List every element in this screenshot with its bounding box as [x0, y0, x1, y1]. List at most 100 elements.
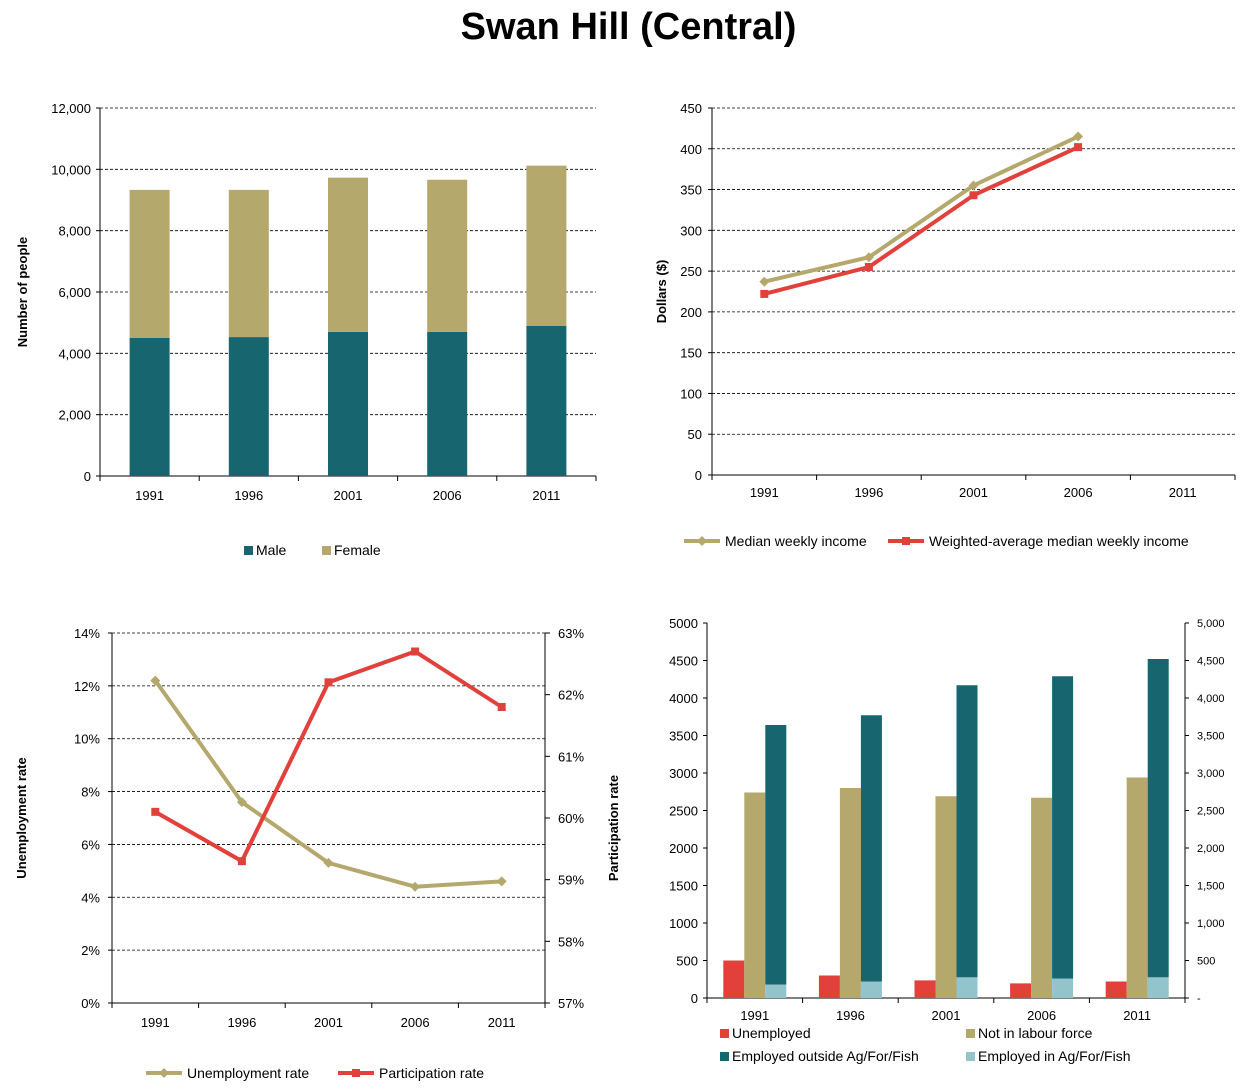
rates-ytick-label: 8% — [81, 785, 100, 800]
labour-bar-employed-in-ag — [765, 984, 787, 998]
labour-bar-employed-outside-ag — [765, 725, 787, 985]
income-xtick-label: 1991 — [750, 485, 779, 500]
population-legend-male-label: Male — [256, 542, 287, 558]
rates-series-participation-rate-point — [411, 647, 420, 656]
labour-y2tick-label: 4,500 — [1197, 656, 1225, 668]
labour-y2tick-label: 3,500 — [1197, 731, 1225, 743]
rates-y2tick-label: 63% — [558, 626, 584, 641]
population-bar-female — [228, 189, 269, 338]
rates-series-participation-rate-point — [237, 857, 246, 866]
rates-series-unemployment-rate-point — [496, 876, 507, 887]
rates-series-participation-rate-point — [497, 703, 506, 711]
population-xtick-label: 1991 — [135, 488, 164, 503]
labour-xtick-label: 2001 — [932, 1008, 961, 1023]
population-ytick-label: 10,000 — [51, 162, 91, 177]
labour-y2tick-label: 2,000 — [1197, 843, 1225, 855]
income-legend-weighted-marker — [902, 537, 910, 545]
rates-series-unemployment-rate-point — [323, 857, 334, 868]
income-ytick-label: 0 — [695, 468, 702, 483]
labour-ytick-label: 4000 — [669, 691, 698, 706]
labour-legend-unemployed-swatch — [720, 1029, 729, 1038]
labour-y2tick-label: 3,000 — [1197, 768, 1225, 780]
labour-bar-not-in-labour-force — [1126, 777, 1148, 998]
labour-ytick-label: 3000 — [669, 766, 698, 781]
population-bar-male — [228, 337, 269, 476]
population-bar-male — [526, 325, 567, 476]
population-bar-male — [328, 331, 368, 476]
rates-series-participation-rate-point — [151, 807, 160, 816]
population-xtick-label: 2006 — [433, 488, 462, 503]
income-ytick-label: 300 — [680, 223, 702, 238]
population-bar-female — [129, 189, 170, 338]
labour-ytick-label: 500 — [676, 954, 698, 969]
labour-ytick-label: 2500 — [669, 804, 698, 819]
page-title: Swan Hill (Central) — [460, 6, 797, 48]
rates-legend-unemployment-marker — [159, 1068, 169, 1078]
income-series-weighted-average-median-weekly-income-point — [864, 263, 873, 272]
population-y-axis-title: Number of people — [15, 237, 30, 348]
income-ytick-label: 250 — [680, 264, 702, 279]
labour-legend-unemployed-label: Unemployed — [732, 1025, 811, 1041]
rates-ytick-label: 0% — [81, 996, 100, 1011]
rates-ytick-label: 4% — [81, 890, 100, 905]
labour-ytick-label: 5000 — [669, 616, 698, 631]
labour-bar-employed-outside-ag — [860, 715, 882, 982]
income-legend-median-marker — [697, 536, 707, 546]
rates-xtick-label: 2001 — [314, 1015, 343, 1030]
population-ytick-label: 12,000 — [51, 101, 91, 116]
income-series-weighted-average-median-weekly-income-point — [1074, 143, 1083, 152]
rates-xtick-label: 2006 — [401, 1015, 430, 1030]
labour-bar-unemployed — [723, 960, 745, 998]
rates-legend-participation-marker — [352, 1069, 360, 1077]
labour-bar-not-in-labour-force — [744, 792, 766, 998]
labour-y2tick-label: 1,500 — [1197, 881, 1225, 893]
population-xtick-label: 2011 — [532, 488, 560, 503]
labour-legend-not-in-labour-force-swatch — [966, 1029, 975, 1038]
rates-ytick-label: 2% — [81, 943, 100, 958]
rates-ytick-label: 14% — [74, 626, 100, 641]
labour-legend-employed-in-swatch — [966, 1052, 975, 1061]
labour-bar-employed-in-ag — [1052, 978, 1074, 998]
rates-series-unemployment-rate-point — [150, 675, 161, 686]
labour-xtick-label: 2006 — [1027, 1008, 1056, 1023]
labour-bar-unemployed — [818, 975, 840, 998]
income-ytick-label: 100 — [680, 386, 702, 401]
income-series-median-weekly-income-point — [968, 180, 979, 191]
income-xtick-label: 2006 — [1064, 485, 1093, 500]
income-ytick-label: 150 — [680, 346, 702, 361]
labour-bar-employed-outside-ag — [956, 685, 978, 978]
labour-y2tick-label: 500 — [1197, 956, 1215, 968]
labour-y2tick-label: 2,500 — [1197, 806, 1225, 818]
labour-y2tick-label: - — [1197, 993, 1201, 1005]
labour-xtick-label: 1991 — [740, 1008, 769, 1023]
labour-legend-employed-outside-label: Employed outside Ag/For/Fish — [732, 1048, 919, 1064]
population-ytick-label: 8,000 — [58, 224, 91, 239]
labour-xtick-label: 1996 — [836, 1008, 865, 1023]
rates-y2tick-label: 59% — [558, 873, 584, 888]
income-xtick-label: 2011 — [1169, 485, 1197, 500]
income-series-weighted-average-median-weekly-income-point — [969, 191, 978, 200]
labour-y2tick-label: 1,000 — [1197, 918, 1225, 930]
labour-ytick-label: 2000 — [669, 841, 698, 856]
rates-y2tick-label: 61% — [558, 749, 584, 764]
income-ytick-label: 350 — [680, 183, 702, 198]
rates-series-unemployment-rate-line — [153, 679, 502, 889]
population-bar-female — [526, 165, 567, 326]
income-legend-weighted-label: Weighted-average median weekly income — [929, 533, 1189, 549]
rates-xtick-label: 2011 — [488, 1015, 516, 1030]
labour-bar-not-in-labour-force — [1031, 797, 1053, 998]
rates-series-unemployment-rate-point — [410, 881, 421, 892]
labour-legend-not-in-labour-force-label: Not in labour force — [978, 1025, 1093, 1041]
rates-legend-unemployment-label: Unemployment rate — [187, 1065, 309, 1081]
labour-bar-not-in-labour-force — [839, 788, 861, 998]
labour-bar-employed-in-ag — [956, 977, 978, 998]
rates-y-axis-title: Unemployment rate — [14, 757, 29, 878]
population-ytick-label: 4,000 — [58, 346, 91, 361]
rates-y2tick-label: 62% — [558, 688, 584, 703]
population-ytick-label: 0 — [84, 469, 91, 484]
income-legend-median-label: Median weekly income — [725, 533, 867, 549]
rates-ytick-label: 10% — [74, 732, 100, 747]
labour-bar-employed-in-ag — [1147, 977, 1169, 998]
labour-legend-employed-in-label: Employed in Ag/For/Fish — [978, 1048, 1131, 1064]
rates-ytick-label: 6% — [81, 837, 100, 852]
